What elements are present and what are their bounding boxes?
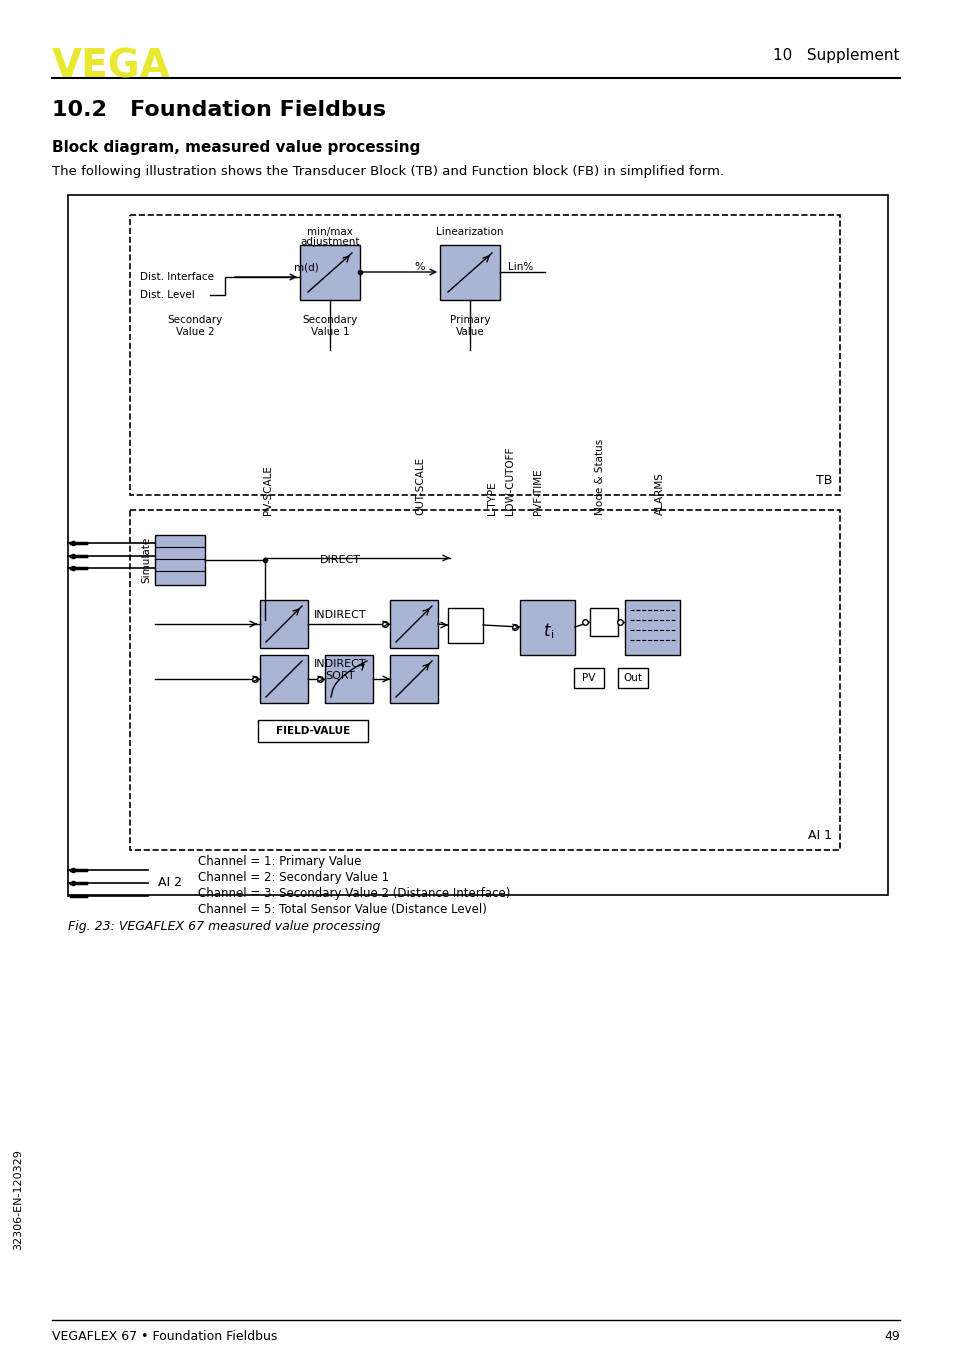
Text: Secondary
Value 1: Secondary Value 1 bbox=[302, 315, 357, 337]
Bar bbox=[439, 245, 499, 301]
Bar bbox=[589, 608, 618, 636]
Text: Channel = 5: Total Sensor Value (Distance Level): Channel = 5: Total Sensor Value (Distanc… bbox=[198, 903, 486, 917]
Text: Fig. 23: VEGAFLEX 67 measured value processing: Fig. 23: VEGAFLEX 67 measured value proc… bbox=[68, 919, 380, 933]
Bar bbox=[624, 600, 679, 655]
Bar bbox=[260, 600, 308, 649]
Text: Linearization: Linearization bbox=[436, 227, 503, 237]
Text: min/max: min/max bbox=[307, 227, 353, 237]
Text: Block diagram, measured value processing: Block diagram, measured value processing bbox=[52, 139, 420, 154]
Text: ALARMS: ALARMS bbox=[655, 473, 664, 515]
Text: Channel = 1: Primary Value: Channel = 1: Primary Value bbox=[198, 854, 361, 868]
Bar bbox=[325, 655, 373, 703]
Text: Simulate: Simulate bbox=[141, 538, 151, 584]
Text: DIRECT: DIRECT bbox=[319, 555, 360, 565]
Text: Lin%: Lin% bbox=[507, 263, 533, 272]
Text: The following illustration shows the Transducer Block (TB) and Function block (F: The following illustration shows the Tra… bbox=[52, 165, 723, 177]
Text: Mode & Status: Mode & Status bbox=[595, 439, 604, 515]
Text: m(d): m(d) bbox=[294, 263, 318, 272]
Text: adjustment: adjustment bbox=[300, 237, 359, 246]
Text: 49: 49 bbox=[883, 1330, 899, 1343]
Bar bbox=[130, 215, 840, 496]
Text: PV: PV bbox=[581, 673, 595, 682]
Text: Dist. Interface: Dist. Interface bbox=[140, 272, 213, 282]
Text: Channel = 3: Secondary Value 2 (Distance Interface): Channel = 3: Secondary Value 2 (Distance… bbox=[198, 887, 510, 900]
Text: VEGAFLEX 67 • Foundation Fieldbus: VEGAFLEX 67 • Foundation Fieldbus bbox=[52, 1330, 277, 1343]
Text: PVF-TIME: PVF-TIME bbox=[533, 468, 542, 515]
Text: VEGA: VEGA bbox=[52, 47, 171, 87]
Bar bbox=[390, 655, 437, 703]
Bar bbox=[68, 195, 887, 895]
Text: Secondary
Value 2: Secondary Value 2 bbox=[167, 315, 222, 337]
Text: 10.2   Foundation Fieldbus: 10.2 Foundation Fieldbus bbox=[52, 100, 386, 121]
Text: FIELD-VALUE: FIELD-VALUE bbox=[275, 726, 350, 737]
Bar bbox=[299, 245, 359, 301]
Bar bbox=[130, 510, 840, 850]
Text: 10   Supplement: 10 Supplement bbox=[773, 47, 899, 64]
Text: AI 2: AI 2 bbox=[158, 876, 182, 890]
Bar bbox=[519, 600, 575, 655]
Text: i: i bbox=[551, 631, 554, 640]
Text: INDIRECT
SQRT: INDIRECT SQRT bbox=[314, 659, 366, 681]
Bar bbox=[390, 600, 437, 649]
Bar bbox=[574, 668, 603, 688]
Text: Out: Out bbox=[623, 673, 641, 682]
Text: INDIRECT: INDIRECT bbox=[314, 611, 366, 620]
Bar bbox=[448, 608, 482, 643]
Text: Primary
Value: Primary Value bbox=[449, 315, 490, 337]
Text: PV-SCALE: PV-SCALE bbox=[263, 466, 273, 515]
Bar bbox=[257, 720, 368, 742]
Text: TB: TB bbox=[815, 474, 831, 487]
Bar bbox=[618, 668, 647, 688]
Bar bbox=[154, 535, 205, 585]
Text: Dist. Level: Dist. Level bbox=[140, 290, 194, 301]
Bar bbox=[260, 655, 308, 703]
Text: AI 1: AI 1 bbox=[807, 829, 831, 842]
Text: L-TYPE: L-TYPE bbox=[486, 482, 497, 515]
Text: LOW-CUTOFF: LOW-CUTOFF bbox=[504, 447, 515, 515]
Text: Channel = 2: Secondary Value 1: Channel = 2: Secondary Value 1 bbox=[198, 871, 389, 884]
Text: 32306-EN-120329: 32306-EN-120329 bbox=[13, 1150, 23, 1251]
Text: t: t bbox=[543, 623, 550, 640]
Text: OUT-SCALE: OUT-SCALE bbox=[415, 456, 424, 515]
Text: %: % bbox=[415, 263, 425, 272]
